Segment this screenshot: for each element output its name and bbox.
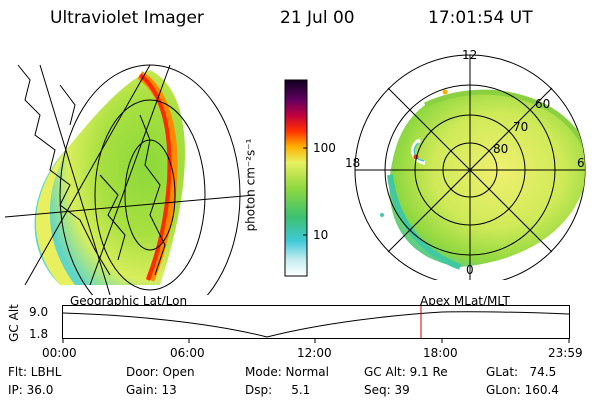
geo-edge-glow: [36, 145, 75, 285]
polar-plot-panel: [354, 54, 586, 280]
status-glat: GLat: 74.5: [486, 365, 557, 379]
polar-bright-arc: [411, 138, 426, 165]
timeline-x-tick-1200: 12:00: [297, 346, 332, 360]
timeline-x-tick-0600: 06:00: [170, 346, 205, 360]
mlat-label-70: 70: [513, 120, 529, 134]
geo-grid-lines: [4, 64, 256, 295]
polar-emission-region: [387, 89, 585, 270]
timeline-x-tick-2359: 23:59: [548, 346, 583, 360]
polar-spot-top: [442, 89, 448, 95]
orbit-altitude-timeline: [62, 305, 570, 343]
colorbar-tick-label-100: 100: [313, 141, 336, 155]
image-date: 21 Jul 00: [280, 8, 355, 28]
status-gain: Gain: 13: [126, 383, 177, 397]
apex-caption: Apex MLat/MLT: [420, 294, 510, 308]
mlt-label-6: 6: [577, 156, 585, 170]
mlat-label-80: 80: [493, 142, 509, 156]
colorbar-panel: [284, 79, 308, 277]
status-ip: IP: 36.0: [8, 383, 54, 397]
status-filter: Flt: LBHL: [8, 365, 62, 379]
colorbar-scale: [284, 79, 308, 277]
altitude-curve: [62, 311, 570, 338]
status-dsp: Dsp: 5.1: [245, 383, 311, 397]
geo-emission-region: [34, 70, 186, 285]
geographic-caption: Geographic Lat/Lon: [70, 294, 188, 308]
timeline-y-tick-low: 1.8: [29, 327, 49, 341]
geographic-image-panel: [4, 64, 256, 295]
status-glon: GLon: 160.4: [486, 383, 559, 397]
polar-grid: [355, 55, 585, 280]
geo-coastlines: [17, 64, 166, 276]
timeline-y-tick-high: 9.0: [29, 305, 49, 319]
mlat-label-60: 60: [535, 97, 551, 111]
timeline-x-ticks: [62, 338, 570, 343]
colorbar-unit-label: photon cm⁻²s⁻¹: [243, 138, 258, 232]
instrument-title: Ultraviolet Imager: [50, 8, 204, 28]
polar-spot-outer: [380, 213, 384, 217]
mlt-label-18: 18: [345, 156, 361, 170]
status-door: Door: Open: [126, 365, 195, 379]
status-gc-alt: GC Alt: 9.1 Re: [364, 365, 448, 379]
status-seq: Seq: 39: [364, 383, 410, 397]
polar-bright-arc-edge: [413, 142, 425, 162]
timeline-y-axis-label: GC Alt: [6, 304, 21, 342]
mlt-label-0: 0: [466, 263, 474, 277]
mlt-label-12: 12: [462, 48, 478, 62]
image-time: 17:01:54 UT: [428, 8, 533, 28]
status-mode: Mode: Normal: [245, 365, 329, 379]
timeline-x-tick-0000: 00:00: [42, 346, 77, 360]
colorbar-tick-label-10: 10: [313, 228, 329, 242]
timeline-x-tick-1800: 18:00: [423, 346, 458, 360]
